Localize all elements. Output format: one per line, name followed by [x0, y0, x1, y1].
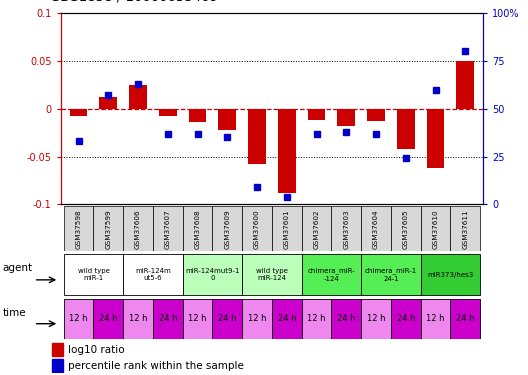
Bar: [242, 206, 272, 251]
Text: GSM37603: GSM37603: [343, 209, 350, 249]
Text: GSM37606: GSM37606: [135, 209, 141, 249]
Bar: [301, 206, 332, 251]
Text: chimera_miR-1
24-1: chimera_miR-1 24-1: [365, 268, 417, 282]
Text: 24 h: 24 h: [158, 314, 177, 323]
Text: 24 h: 24 h: [397, 314, 415, 323]
Text: 12 h: 12 h: [307, 314, 326, 323]
Text: miR373/hes3: miR373/hes3: [427, 272, 474, 278]
Text: GSM37609: GSM37609: [224, 209, 230, 249]
Bar: [272, 206, 301, 251]
Bar: [301, 254, 361, 296]
Bar: [242, 299, 272, 339]
Bar: [123, 206, 153, 251]
Bar: [64, 254, 123, 296]
Bar: [99, 97, 117, 109]
Text: 12 h: 12 h: [367, 314, 385, 323]
Text: GSM37607: GSM37607: [165, 209, 171, 249]
Text: GDS1858 / 10000635409: GDS1858 / 10000635409: [50, 0, 218, 4]
Text: wild type
miR-124: wild type miR-124: [256, 268, 288, 281]
Bar: [332, 299, 361, 339]
Text: GSM37600: GSM37600: [254, 209, 260, 249]
Text: GSM37605: GSM37605: [403, 209, 409, 249]
Text: GSM37598: GSM37598: [76, 209, 81, 249]
Bar: [183, 299, 212, 339]
Bar: [183, 254, 242, 296]
Bar: [427, 109, 445, 168]
Bar: [123, 254, 183, 296]
Text: 12 h: 12 h: [248, 314, 266, 323]
Bar: [129, 85, 147, 109]
Bar: [450, 206, 480, 251]
Bar: [212, 206, 242, 251]
Bar: [421, 254, 480, 296]
Text: GSM37602: GSM37602: [314, 209, 319, 249]
Bar: [337, 109, 355, 126]
Bar: [361, 254, 421, 296]
Bar: [248, 109, 266, 164]
Bar: [456, 61, 474, 109]
Text: chimera_miR-
-124: chimera_miR- -124: [307, 268, 355, 282]
Text: 12 h: 12 h: [188, 314, 207, 323]
Text: 24 h: 24 h: [278, 314, 296, 323]
Text: wild type
miR-1: wild type miR-1: [78, 268, 109, 281]
Text: time: time: [3, 308, 26, 318]
Bar: [212, 299, 242, 339]
Bar: [308, 109, 325, 120]
Text: GSM37608: GSM37608: [194, 209, 201, 249]
Bar: [332, 206, 361, 251]
Bar: [52, 359, 63, 372]
Bar: [278, 109, 296, 193]
Bar: [64, 299, 93, 339]
Bar: [272, 299, 301, 339]
Text: GSM37610: GSM37610: [432, 209, 439, 249]
Text: 12 h: 12 h: [129, 314, 147, 323]
Text: GSM37601: GSM37601: [284, 209, 290, 249]
Bar: [52, 344, 63, 355]
Bar: [70, 109, 88, 116]
Bar: [421, 206, 450, 251]
Bar: [93, 206, 123, 251]
Bar: [301, 299, 332, 339]
Bar: [450, 299, 480, 339]
Bar: [361, 206, 391, 251]
Text: GSM37604: GSM37604: [373, 209, 379, 249]
Bar: [367, 109, 385, 121]
Text: 24 h: 24 h: [337, 314, 355, 323]
Bar: [242, 254, 301, 296]
Text: log10 ratio: log10 ratio: [68, 345, 125, 355]
Bar: [64, 206, 93, 251]
Bar: [391, 299, 421, 339]
Text: GSM37611: GSM37611: [463, 209, 468, 249]
Bar: [93, 299, 123, 339]
Text: percentile rank within the sample: percentile rank within the sample: [68, 361, 244, 371]
Bar: [153, 299, 183, 339]
Bar: [361, 299, 391, 339]
Bar: [123, 299, 153, 339]
Text: miR-124mut9-1
0: miR-124mut9-1 0: [185, 268, 240, 281]
Text: agent: agent: [3, 263, 33, 273]
Text: 12 h: 12 h: [69, 314, 88, 323]
Bar: [219, 109, 236, 130]
Text: 24 h: 24 h: [456, 314, 475, 323]
Bar: [391, 206, 421, 251]
Bar: [183, 206, 212, 251]
Bar: [397, 109, 414, 149]
Bar: [159, 109, 177, 116]
Text: 12 h: 12 h: [426, 314, 445, 323]
Bar: [188, 109, 206, 122]
Text: 24 h: 24 h: [99, 314, 118, 323]
Text: GSM37599: GSM37599: [105, 209, 111, 249]
Bar: [421, 299, 450, 339]
Bar: [153, 206, 183, 251]
Text: miR-124m
ut5-6: miR-124m ut5-6: [135, 268, 171, 281]
Text: 24 h: 24 h: [218, 314, 237, 323]
